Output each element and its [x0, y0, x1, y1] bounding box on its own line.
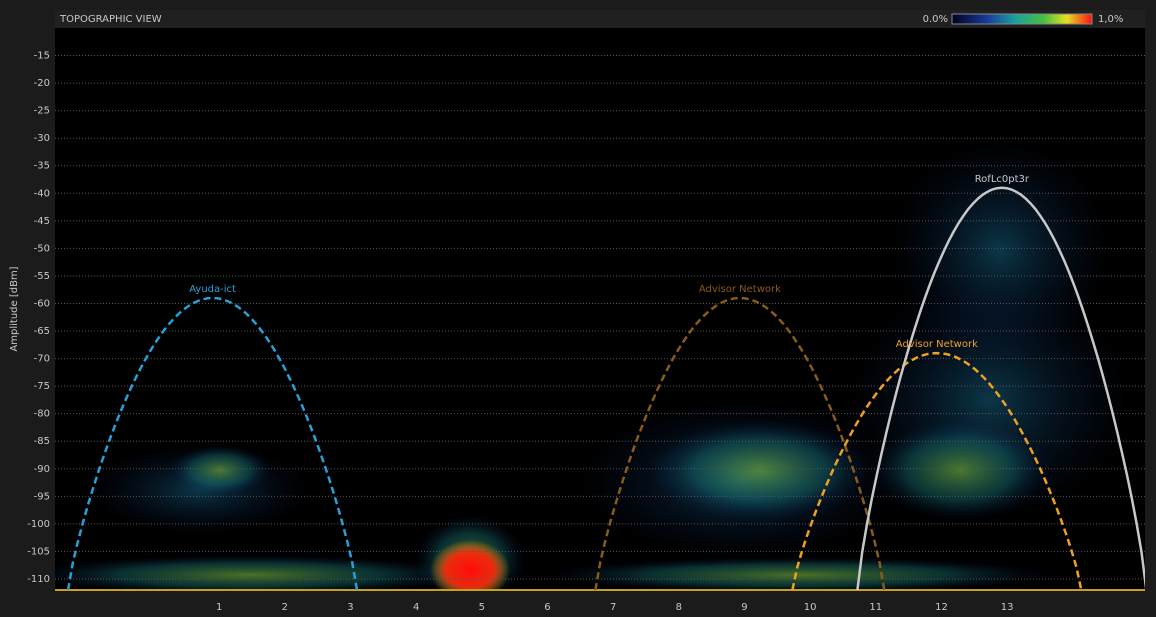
network-curve: [856, 186, 1145, 590]
heat-blob: [430, 540, 510, 590]
y-tick-label: -70: [34, 354, 50, 365]
heatmap: [55, 140, 1130, 590]
heat-blob: [550, 557, 1050, 590]
network-curve: [791, 351, 1083, 590]
x-tick-label: 12: [935, 602, 948, 613]
x-tick-label: 9: [741, 602, 747, 613]
x-tick-label: 3: [347, 602, 353, 613]
heat-blob: [870, 420, 1050, 520]
y-tick-label: -110: [27, 574, 50, 585]
x-tick-label: 1: [216, 602, 222, 613]
network-label: Ayuda-ict: [189, 284, 236, 295]
y-tick-label: -95: [34, 491, 50, 502]
x-tick-label: 8: [676, 602, 682, 613]
chart-title: TOPOGRAPHIC VIEW: [59, 14, 162, 25]
colorbar-max: 1,0%: [1098, 14, 1123, 25]
y-tick-label: -100: [27, 519, 50, 530]
y-tick-label: -65: [34, 326, 50, 337]
x-tick-label: 6: [544, 602, 550, 613]
x-tick-label: 5: [479, 602, 485, 613]
x-tick-label: 13: [1001, 602, 1014, 613]
y-tick-label: -50: [34, 243, 50, 254]
colorbar-min: 0.0%: [923, 14, 948, 25]
y-tick-label: -105: [27, 546, 50, 557]
y-tick-label: -55: [34, 271, 50, 282]
y-tick-label: -25: [34, 106, 50, 117]
network-label: RofLc0pt3r: [975, 174, 1030, 185]
heat-blob: [55, 555, 470, 590]
x-axis-bar: [55, 590, 1145, 617]
y-tick-label: -90: [34, 464, 50, 475]
heat-blob: [170, 445, 270, 495]
y-tick-label: -15: [34, 51, 50, 62]
y-tick-label: -45: [34, 216, 50, 227]
networks: [66, 186, 1145, 590]
y-axis-label: Amplitude [dBm]: [9, 266, 20, 351]
colorbar: [951, 13, 1093, 25]
x-tick-label: 2: [282, 602, 288, 613]
x-tick-label: 11: [869, 602, 882, 613]
y-tick-label: -60: [34, 298, 50, 309]
x-tick-label: 10: [804, 602, 817, 613]
y-tick-label: -80: [34, 409, 50, 420]
y-tick-label: -75: [34, 381, 50, 392]
y-tick-label: -40: [34, 188, 50, 199]
y-tick-label: -35: [34, 161, 50, 172]
network-label: Advisor Network: [896, 339, 978, 350]
heat-blob: [650, 420, 870, 520]
y-tick-label: -30: [34, 133, 50, 144]
y-tick-label: -85: [34, 436, 50, 447]
x-tick-label: 4: [413, 602, 419, 613]
title-bar: [55, 10, 1145, 28]
x-tick-label: 7: [610, 602, 616, 613]
y-tick-label: -20: [34, 78, 50, 89]
network-label: Advisor Network: [699, 284, 781, 295]
